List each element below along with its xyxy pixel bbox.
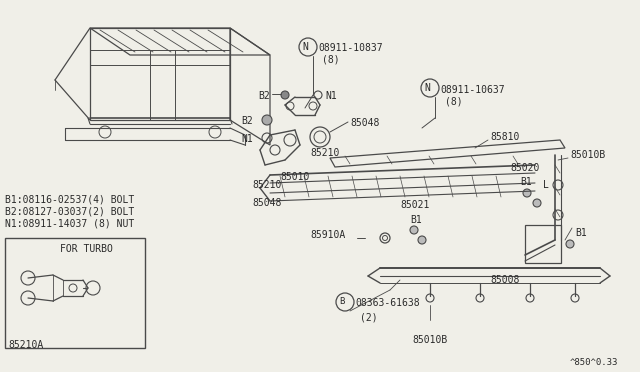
- Circle shape: [533, 199, 541, 207]
- Text: ^850^0.33: ^850^0.33: [570, 358, 618, 367]
- Text: B2:08127-03037(2) BOLT: B2:08127-03037(2) BOLT: [5, 207, 134, 217]
- Text: (2): (2): [360, 312, 378, 322]
- Text: 85010: 85010: [280, 172, 309, 182]
- Text: 85008: 85008: [490, 275, 520, 285]
- Text: B1: B1: [575, 228, 587, 238]
- Text: (8): (8): [322, 55, 340, 65]
- Text: (8): (8): [445, 97, 463, 107]
- Text: B1: B1: [520, 177, 532, 187]
- Text: 85020: 85020: [510, 163, 540, 173]
- Text: B1:08116-02537(4) BOLT: B1:08116-02537(4) BOLT: [5, 195, 134, 205]
- Text: 85021: 85021: [400, 200, 429, 210]
- Text: L: L: [543, 180, 549, 190]
- Circle shape: [566, 240, 574, 248]
- Text: 85048: 85048: [252, 198, 282, 208]
- Text: B1: B1: [410, 215, 422, 225]
- Bar: [525, 225, 561, 263]
- Text: 85010B: 85010B: [570, 150, 605, 160]
- Circle shape: [523, 189, 531, 197]
- Circle shape: [281, 91, 289, 99]
- Text: 08363-61638: 08363-61638: [355, 298, 420, 308]
- Text: B2: B2: [259, 91, 270, 101]
- Text: FOR TURBO: FOR TURBO: [60, 244, 113, 254]
- Circle shape: [418, 236, 426, 244]
- Text: 85810: 85810: [490, 132, 520, 142]
- Text: 08911-10637: 08911-10637: [440, 85, 504, 95]
- Text: 85048: 85048: [350, 118, 380, 128]
- Text: 85910A: 85910A: [310, 230, 345, 240]
- Circle shape: [410, 226, 418, 234]
- Text: N1: N1: [241, 134, 253, 144]
- Circle shape: [262, 115, 272, 125]
- Bar: [5, 238, 145, 348]
- Text: B2: B2: [241, 116, 253, 126]
- Text: B: B: [339, 297, 344, 306]
- Text: 85010B: 85010B: [412, 335, 447, 345]
- Text: N: N: [302, 42, 308, 52]
- Text: 85210A: 85210A: [8, 340, 44, 350]
- Text: N1:08911-14037 (8) NUT: N1:08911-14037 (8) NUT: [5, 219, 134, 229]
- Text: N: N: [424, 83, 430, 93]
- Text: N1: N1: [325, 91, 337, 101]
- Text: 85210: 85210: [310, 148, 339, 158]
- Text: 85210: 85210: [252, 180, 282, 190]
- Text: 08911-10837: 08911-10837: [318, 43, 383, 53]
